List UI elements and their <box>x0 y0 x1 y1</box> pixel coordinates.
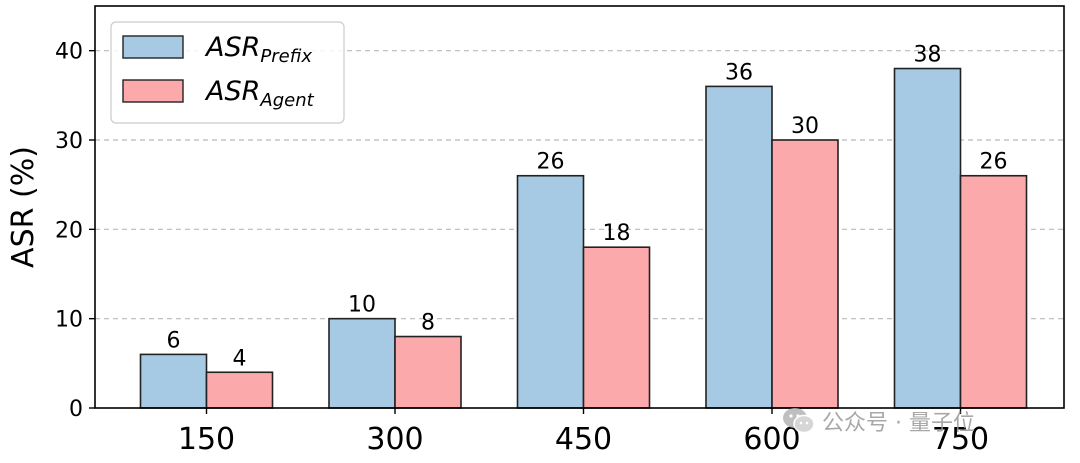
x-tick-label: 750 <box>932 422 989 457</box>
bar-agent <box>205 371 274 409</box>
legend-label: ASRPrefix <box>204 32 312 67</box>
bar-prefix <box>516 174 585 409</box>
x-tick-label: 150 <box>178 422 235 457</box>
bar-value-label: 30 <box>791 114 819 139</box>
legend-label: ASRAgent <box>204 76 315 111</box>
bar-value-label: 38 <box>914 43 942 68</box>
legend-swatch <box>122 35 184 59</box>
x-tick-label: 300 <box>366 422 423 457</box>
bar-prefix <box>139 353 208 409</box>
plot-frame <box>94 5 1065 409</box>
x-ticks: 150 300 450 600 750 <box>178 408 989 457</box>
bar-value-label: 6 <box>167 328 181 353</box>
bar-value-label: 10 <box>348 293 376 318</box>
y-tick-label: 0 <box>69 397 83 422</box>
watermark: 公众号 · 量子位 <box>782 401 1052 441</box>
y-axis-label: ASR (%) <box>6 146 41 268</box>
bars-group <box>139 67 1028 409</box>
bar-agent <box>959 174 1028 409</box>
bar-agent <box>771 139 839 409</box>
legend-swatch <box>122 79 184 103</box>
y-tick-label: 20 <box>55 218 83 243</box>
legend: ASRPrefix ASRAgent <box>110 21 345 124</box>
bar-value-label: 8 <box>421 311 435 336</box>
bar-value-label: 36 <box>725 60 753 85</box>
bar-value-label: 18 <box>603 221 631 246</box>
bar-agent <box>394 335 462 409</box>
y-tick-label: 40 <box>55 40 83 65</box>
wechat-icon <box>783 408 815 434</box>
y-ticks: 0 10 20 30 40 <box>55 40 95 422</box>
x-tick-label: 450 <box>555 422 612 457</box>
bar-value-label: 4 <box>233 346 247 371</box>
bar-prefix <box>705 85 773 409</box>
data-labels-group: 6 4 10 8 26 18 36 30 38 26 <box>167 43 1008 372</box>
y-tick-label: 10 <box>55 308 83 333</box>
y-tick-label: 30 <box>55 129 83 154</box>
x-tick-label: 600 <box>743 422 800 457</box>
bar-agent <box>582 246 651 409</box>
bar-value-label: 26 <box>537 150 565 175</box>
watermark-text: 公众号 · 量子位 <box>822 411 975 436</box>
bar-prefix <box>893 67 962 409</box>
bar-prefix <box>328 317 396 409</box>
bar-value-label: 26 <box>980 150 1008 175</box>
